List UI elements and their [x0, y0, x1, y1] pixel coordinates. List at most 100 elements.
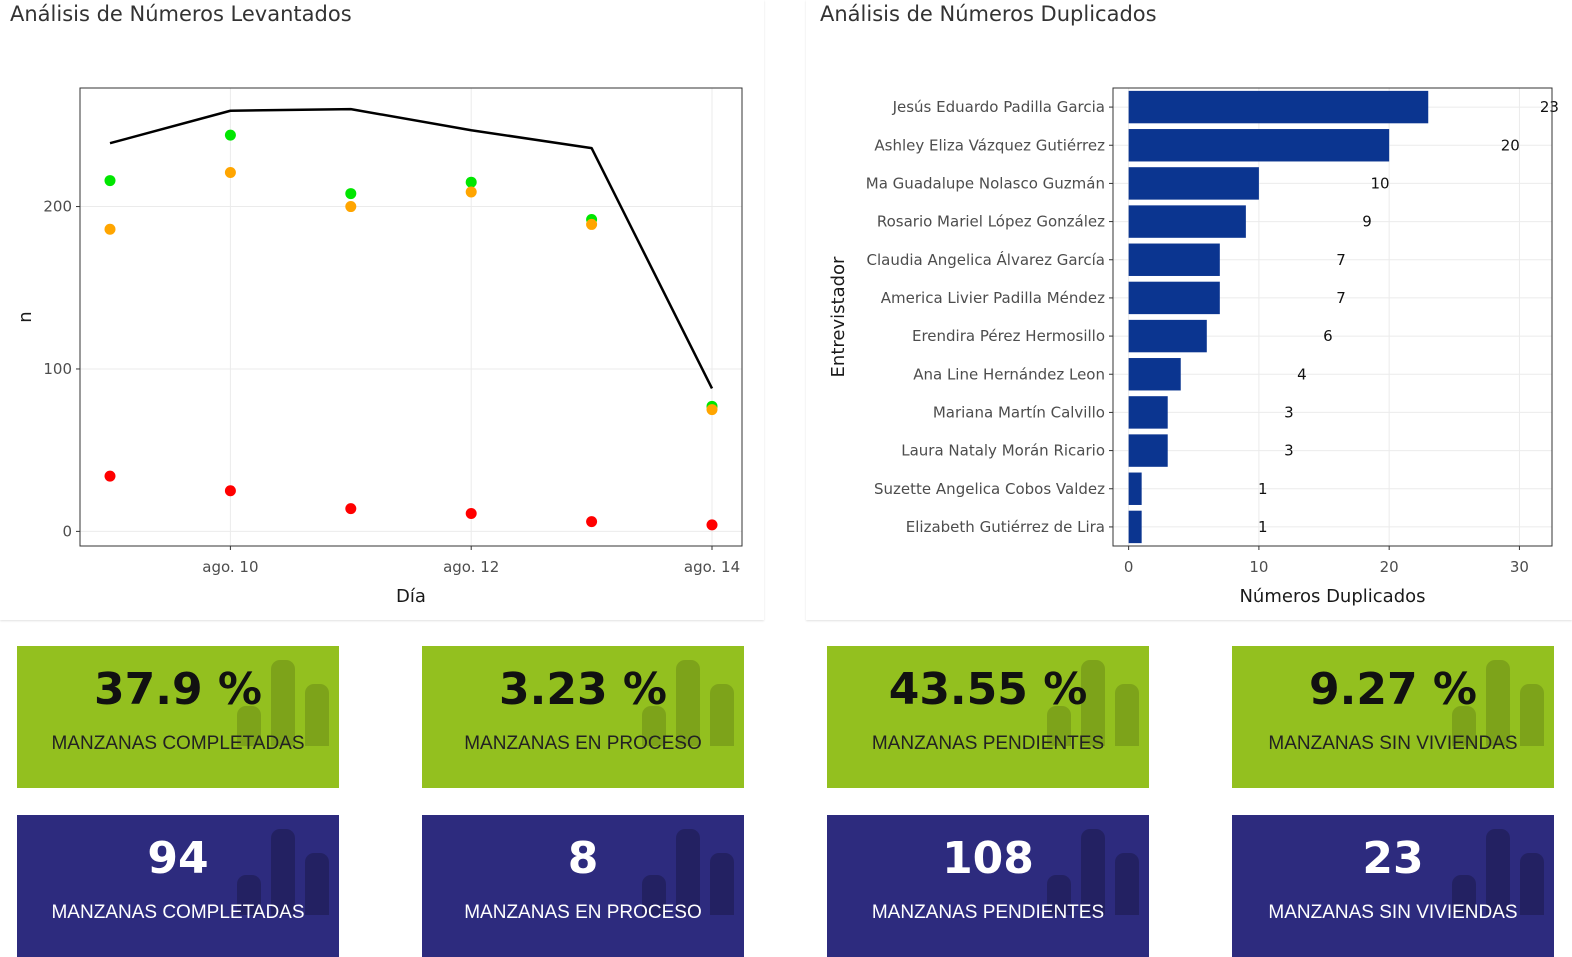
bar — [1128, 281, 1220, 315]
data-point — [465, 186, 477, 198]
data-point — [345, 188, 357, 200]
y-axis-label: n — [15, 311, 36, 322]
box-sin-viviendas-count: 23 MANZANAS SIN VIVIENDAS — [1232, 815, 1554, 957]
bar — [1128, 510, 1142, 544]
data-point — [104, 223, 116, 235]
box-value: 8 — [567, 833, 599, 884]
x-tick-label: 0 — [1124, 558, 1134, 576]
x-tick-label: 10 — [1249, 558, 1268, 576]
duplicados-title: Análisis de Números Duplicados — [820, 2, 1157, 26]
bar-value-label: 1 — [1258, 518, 1268, 536]
box-proceso-count: 8 MANZANAS EN PROCESO — [422, 815, 744, 957]
x-axis-label: Día — [396, 586, 426, 607]
y-tick-label: 0 — [62, 522, 72, 540]
data-point — [465, 176, 477, 188]
box-value: 37.9 % — [94, 664, 262, 715]
bar-value-label: 3 — [1284, 403, 1294, 421]
box-label: MANZANAS PENDIENTES — [871, 733, 1105, 754]
bar-value-label: 1 — [1258, 480, 1268, 498]
y-tick-label: 100 — [43, 360, 72, 378]
bar-value-label: 6 — [1323, 327, 1333, 345]
box-proceso-pct: 3.23 % MANZANAS EN PROCESO — [422, 646, 744, 788]
box-label: MANZANAS COMPLETADAS — [51, 902, 305, 923]
category-label: Rosario Mariel López González — [877, 213, 1105, 231]
plot-frame — [1112, 87, 1553, 547]
box-value: 23 — [1362, 833, 1424, 884]
bar-chart-icon — [642, 829, 738, 915]
bar-chart-icon — [1047, 660, 1143, 746]
category-label: America Livier Padilla Méndez — [881, 289, 1105, 307]
data-point — [345, 503, 357, 515]
box-label: MANZANAS SIN VIVIENDAS — [1268, 733, 1518, 754]
bar-chart-icon — [1452, 660, 1548, 746]
bar — [1128, 396, 1168, 429]
box-value: 43.55 % — [888, 664, 1088, 715]
box-label: MANZANAS SIN VIVIENDAS — [1268, 902, 1518, 923]
x-tick-label: 30 — [1510, 558, 1529, 576]
category-label: Suzette Angelica Cobos Valdez — [874, 480, 1105, 498]
data-point — [706, 519, 718, 531]
box-label: MANZANAS COMPLETADAS — [51, 733, 305, 754]
category-label: Ana Line Hernández Leon — [913, 365, 1105, 383]
data-point — [224, 129, 236, 141]
x-tick-label: ago. 12 — [443, 558, 499, 576]
bar — [1128, 129, 1390, 162]
bar — [1128, 434, 1168, 467]
box-value: 94 — [147, 833, 209, 884]
levantados-line-chart: 0 100 200 ago. 10 ago. 12 ago. 14 Día n — [15, 87, 743, 607]
box-value: 3.23 % — [499, 664, 667, 715]
bar-value-label: 7 — [1336, 251, 1346, 269]
plot-frame — [79, 87, 743, 547]
duplicados-panel: Análisis de Números Duplicados 23 20 10 9 7 7… — [806, 0, 1572, 620]
bar-value-label: 9 — [1362, 213, 1372, 231]
bar-value-label: 20 — [1501, 136, 1520, 154]
category-label: Erendira Pérez Hermosillo — [912, 327, 1105, 345]
x-tick-label: ago. 10 — [202, 558, 258, 576]
data-point — [586, 516, 598, 528]
bar — [1128, 358, 1181, 391]
levantados-panel: Análisis de Números Levantados 0 100 200 ag… — [0, 0, 764, 620]
duplicados-bar-chart: 23 20 10 9 7 7 6 4 3 3 1 1 Jesús Eduardo Padilla Gar… — [828, 87, 1559, 607]
data-point — [586, 218, 598, 230]
bar-value-label: 7 — [1336, 289, 1346, 307]
box-value: 108 — [942, 833, 1034, 884]
bar-value-label: 3 — [1284, 442, 1294, 460]
category-label: Ashley Eliza Vázquez Gutiérrez — [874, 136, 1105, 154]
bar-chart-icon — [237, 660, 333, 746]
bar-chart-icon — [642, 660, 738, 746]
box-completadas-count: 94 MANZANAS COMPLETADAS — [17, 815, 339, 957]
x-tick-label: 20 — [1380, 558, 1399, 576]
bar-value-label: 10 — [1371, 174, 1390, 192]
category-label: Jesús Eduardo Padilla Garcia — [892, 98, 1105, 116]
bar — [1128, 205, 1246, 238]
box-pendientes-pct: 43.55 % MANZANAS PENDIENTES — [827, 646, 1149, 788]
bar — [1128, 167, 1259, 200]
data-point — [224, 485, 236, 497]
levantados-title: Análisis de Números Levantados — [10, 2, 352, 26]
bar-value-label: 23 — [1540, 98, 1559, 116]
y-axis-label: Entrevistador — [828, 256, 849, 377]
bar — [1128, 472, 1142, 505]
data-point — [224, 166, 236, 178]
category-label: Ma Guadalupe Nolasco Guzmán — [866, 174, 1105, 192]
box-completadas-pct: 37.9 % MANZANAS COMPLETADAS — [17, 646, 339, 788]
bar-chart-icon — [237, 829, 333, 915]
data-point — [345, 201, 357, 213]
category-label: Claudia Angelica Álvarez García — [866, 250, 1105, 269]
series-line — [109, 107, 714, 390]
box-label: MANZANAS EN PROCESO — [464, 733, 702, 754]
bar-chart-icon — [1452, 829, 1548, 915]
data-point — [104, 470, 116, 482]
category-label: Elizabeth Gutiérrez de Lira — [906, 518, 1105, 536]
box-value: 9.27 % — [1309, 664, 1477, 715]
box-label: MANZANAS EN PROCESO — [464, 902, 702, 923]
bar — [1128, 319, 1207, 353]
bar — [1128, 90, 1429, 124]
bar-value-label: 4 — [1297, 365, 1307, 383]
y-tick-label: 200 — [43, 198, 72, 216]
box-label: MANZANAS PENDIENTES — [871, 902, 1105, 923]
x-tick-label: ago. 14 — [684, 558, 740, 576]
bar-chart-icon — [1047, 829, 1143, 915]
data-point — [465, 508, 477, 520]
category-label: Mariana Martín Calvillo — [933, 403, 1105, 421]
